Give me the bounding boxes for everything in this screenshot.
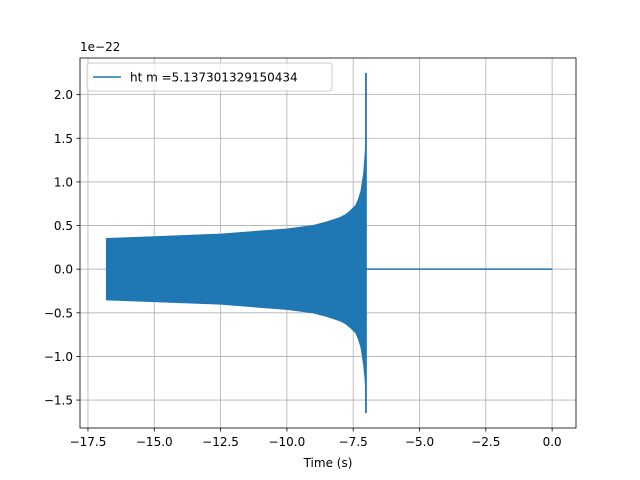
y-tick-label: −1.5 xyxy=(44,394,73,408)
legend: ht m =5.137301329150434 xyxy=(86,62,333,92)
x-tick-label: −10.0 xyxy=(268,435,305,449)
x-tick-label: −15.0 xyxy=(136,435,173,449)
x-tick-label: −17.5 xyxy=(70,435,107,449)
data-layer xyxy=(105,72,553,414)
x-tick-label: −12.5 xyxy=(202,435,239,449)
legend-label: ht m =5.137301329150434 xyxy=(130,71,298,85)
x-tick-label: −5.0 xyxy=(405,435,434,449)
plot-frame xyxy=(79,57,577,429)
x-tick-label: 0.0 xyxy=(543,435,562,449)
y-tick-label: 2.0 xyxy=(54,88,73,102)
y-tick-label: −0.5 xyxy=(44,306,73,320)
x-tick-label: −2.5 xyxy=(471,435,500,449)
x-tick-label: −7.5 xyxy=(339,435,368,449)
y-tick-label: 1.5 xyxy=(54,132,73,146)
y-offset-label: 1e−22 xyxy=(80,40,120,54)
x-axis-label: Time (s) xyxy=(303,456,353,470)
y-tick-label: 0.0 xyxy=(54,263,73,277)
legend-box xyxy=(86,62,333,92)
y-tick-label: 0.5 xyxy=(54,219,73,233)
y-tick-label: −1.0 xyxy=(44,350,73,364)
y-tick-label: 1.0 xyxy=(54,175,73,189)
ticks: −17.5 −15.0 −12.5 −10.0 −7.5 −5.0 −2.5 0.0 −1.5 −… xyxy=(44,88,562,449)
